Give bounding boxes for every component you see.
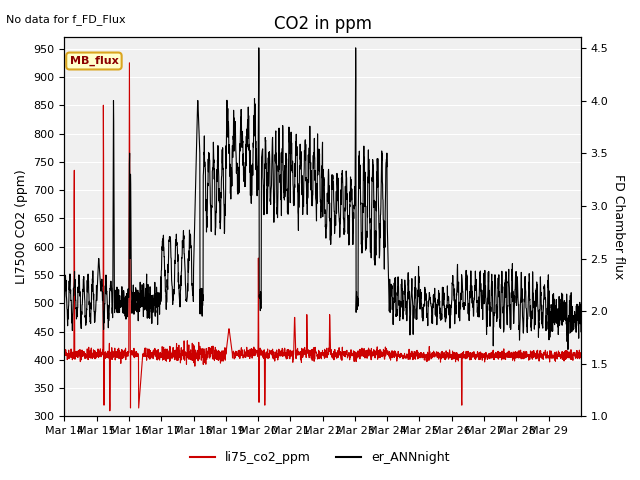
Title: CO2 in ppm: CO2 in ppm <box>274 15 372 33</box>
Legend: li75_co2_ppm, er_ANNnight: li75_co2_ppm, er_ANNnight <box>186 446 454 469</box>
Y-axis label: LI7500 CO2 (ppm): LI7500 CO2 (ppm) <box>15 169 28 284</box>
Y-axis label: FD Chamber flux: FD Chamber flux <box>612 174 625 279</box>
Text: MB_flux: MB_flux <box>70 56 118 66</box>
Text: No data for f_FD_Flux: No data for f_FD_Flux <box>6 14 126 25</box>
